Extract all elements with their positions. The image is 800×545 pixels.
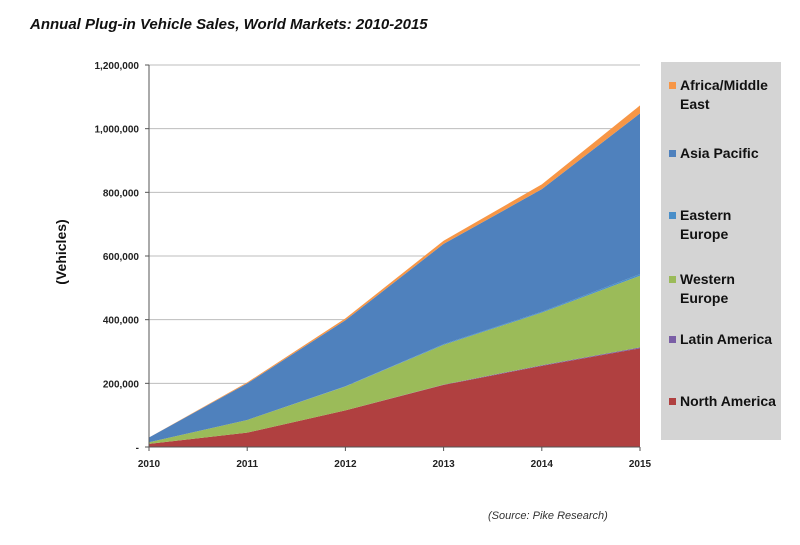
- legend-item: Eastern Europe: [669, 206, 780, 244]
- source-note: (Source: Pike Research): [488, 510, 608, 522]
- legend-swatch: [669, 276, 676, 283]
- y-tick-label: 800,000: [103, 188, 140, 199]
- y-tick-label: 600,000: [103, 252, 140, 263]
- x-tick-label: 2012: [334, 459, 357, 470]
- legend-item: Africa/Middle East: [669, 76, 780, 114]
- legend-swatch: [669, 336, 676, 343]
- y-tick-label: 1,200,000: [95, 61, 140, 72]
- legend-label: North America: [680, 393, 776, 409]
- y-tick-label: 400,000: [103, 316, 140, 327]
- y-tick-label: -: [136, 443, 139, 454]
- area-latin-america: [149, 347, 640, 444]
- x-tick-label: 2011: [236, 459, 258, 470]
- legend-item: Western Europe: [669, 270, 780, 308]
- legend-label: Africa/Middle East: [680, 77, 768, 112]
- area-asia-pacific: [149, 113, 640, 443]
- legend-swatch: [669, 150, 676, 157]
- y-tick-label: 200,000: [103, 379, 140, 390]
- legend-item: North America: [669, 392, 780, 411]
- legend: Africa/Middle East Asia Pacific Eastern Eu…: [661, 62, 781, 440]
- legend-label: Asia Pacific: [680, 145, 759, 161]
- legend-label: Eastern Europe: [680, 207, 732, 242]
- area-western-europe: [149, 275, 640, 444]
- legend-swatch: [669, 212, 676, 219]
- legend-label: Latin America: [680, 331, 773, 347]
- x-tick-label: 2015: [629, 459, 652, 470]
- x-tick-label: 2013: [432, 459, 455, 470]
- legend-item: Latin America: [669, 330, 780, 349]
- chart-title: Annual Plug-in Vehicle Sales, World Mark…: [30, 16, 428, 33]
- x-tick-label: 2014: [531, 459, 554, 470]
- y-axis-label: (Vehicles): [53, 219, 69, 284]
- x-tick-label: 2010: [138, 459, 161, 470]
- y-tick-label: 1,000,000: [95, 125, 140, 136]
- legend-swatch: [669, 82, 676, 89]
- legend-item: Asia Pacific: [669, 144, 780, 163]
- legend-label: Western Europe: [680, 271, 735, 306]
- legend-swatch: [669, 398, 676, 405]
